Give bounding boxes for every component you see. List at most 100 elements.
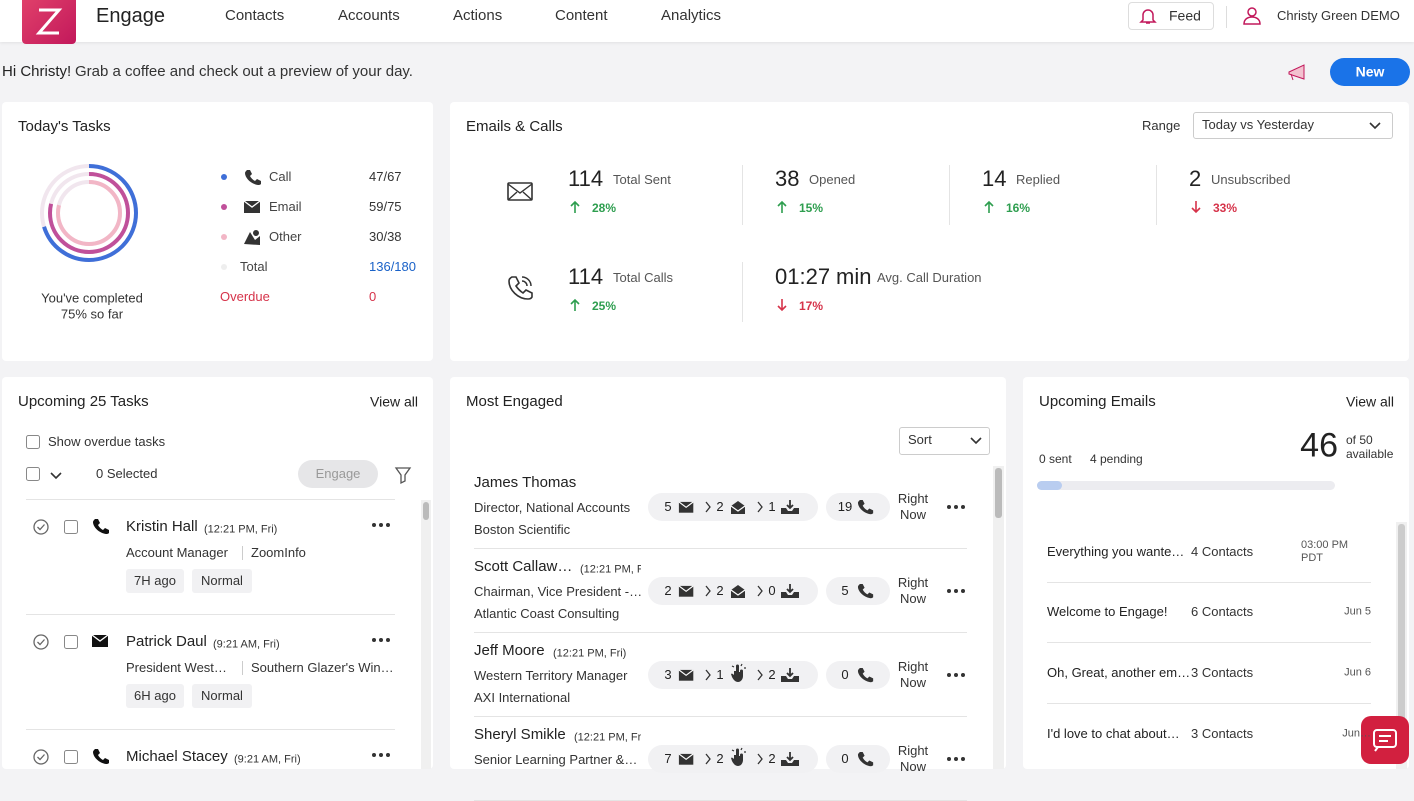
more-button-part — [372, 638, 376, 642]
user-name[interactable]: Christy Green DEMO — [1277, 8, 1400, 24]
most-engaged-card — [450, 377, 1006, 769]
ring-progress — [40, 164, 138, 262]
chevron-icon — [1369, 122, 1381, 130]
nav-link[interactable]: Accounts — [338, 7, 400, 24]
email-icon-part — [678, 753, 694, 760]
view-all-link[interactable]: View all — [1346, 393, 1394, 410]
replied-icon-part — [786, 500, 794, 510]
task-name[interactable]: Michael Stacey — [126, 748, 228, 765]
range-select[interactable] — [1193, 112, 1393, 139]
replied-icon-part — [786, 668, 794, 678]
email-subject[interactable]: I'd love to chat about… — [1047, 726, 1180, 742]
email-icon-part — [678, 501, 694, 508]
chat-button[interactable] — [1361, 716, 1409, 764]
task-name[interactable]: Kristin Hall — [126, 518, 198, 535]
more-button — [947, 505, 965, 509]
phone-icon-part — [858, 668, 874, 683]
engage-label[interactable]: Engage — [315, 466, 361, 482]
replied-icon — [781, 500, 799, 514]
email-icon-part — [678, 669, 694, 681]
opened-icon-part — [731, 501, 745, 514]
opened-icon-part — [730, 505, 746, 512]
last-active: Right Now — [897, 491, 929, 522]
view-all-link[interactable]: View all — [370, 393, 418, 410]
more-button-part — [386, 523, 390, 527]
email-subject[interactable]: Welcome to Engage! — [1047, 604, 1168, 620]
calls-count: 5 — [841, 583, 849, 599]
phone-icon-part — [858, 500, 874, 515]
nav-link[interactable]: Actions — [453, 7, 503, 24]
checkbox — [64, 520, 78, 534]
checkbox-part — [64, 635, 78, 649]
email-subject[interactable]: Everything you wante… — [1047, 544, 1185, 560]
checkbox-part — [26, 435, 40, 449]
divider — [242, 661, 243, 675]
replied-icon — [781, 668, 799, 682]
task-company: Southern Glazer's Win… — [251, 660, 394, 676]
email-icon-part — [507, 183, 533, 201]
sent-count: 2 — [664, 583, 672, 599]
legend-label: Email — [269, 199, 302, 215]
scrollbar-thumb[interactable] — [1398, 524, 1405, 724]
nav-link[interactable]: Contacts — [225, 7, 285, 24]
email-icon — [91, 634, 109, 647]
email-icon-part — [507, 182, 533, 201]
total-label: Total — [240, 259, 268, 275]
engage-button[interactable] — [298, 460, 378, 488]
email-icon-part — [243, 200, 261, 208]
contact-name[interactable]: James Thomas — [474, 474, 577, 491]
progress-rings — [40, 164, 138, 262]
range-value[interactable]: Today vs Yesterday — [1202, 117, 1315, 133]
contact-name[interactable]: Scott Callaw… — [474, 558, 573, 575]
step-arrow-part — [705, 585, 711, 597]
phone-icon-part — [245, 170, 261, 185]
scrollbar-thumb[interactable] — [423, 502, 429, 520]
checkbox — [64, 750, 78, 764]
email-when: 03:00 PM PDT — [1301, 539, 1349, 564]
email-icon — [243, 200, 261, 213]
step-arrow — [705, 501, 711, 513]
trend-arrow-part — [570, 298, 580, 311]
new-button[interactable] — [1330, 58, 1410, 86]
new-label[interactable]: New — [1355, 63, 1385, 80]
tag-box — [126, 684, 184, 708]
trend-arrow-part — [777, 299, 787, 312]
task-role: Account Manager — [126, 545, 228, 561]
scrollbar-thumb[interactable] — [995, 468, 1002, 518]
nav-link[interactable]: Analytics — [661, 7, 722, 24]
replied-count: 2 — [768, 751, 776, 767]
more-button-part — [379, 638, 383, 642]
contact-name[interactable]: Jeff Moore — [474, 642, 545, 659]
logo[interactable] — [22, 0, 76, 44]
clicked-icon-part — [731, 747, 746, 753]
more-button-part — [947, 757, 951, 761]
task-name[interactable]: Patrick Daul — [126, 633, 207, 650]
more-button-part — [961, 673, 965, 677]
separator — [26, 614, 395, 615]
stat-value: 114 — [568, 165, 604, 191]
email-icon-part — [678, 585, 694, 597]
clicked-icon-part — [731, 663, 746, 669]
sort-label[interactable]: Sort — [908, 432, 932, 448]
call-icon-part — [521, 276, 532, 287]
nav-link[interactable]: Content — [555, 7, 608, 24]
overdue-value: 0 — [369, 289, 377, 305]
legend-dot-part — [221, 174, 227, 180]
sort-select[interactable] — [899, 427, 990, 455]
email-subject[interactable]: Oh, Great, another em… — [1047, 665, 1191, 681]
trend-arrow — [984, 200, 994, 213]
legend-dot-part — [221, 204, 227, 210]
stat-change: 17% — [799, 298, 824, 313]
brand: Engage — [96, 5, 165, 27]
replied-count: 0 — [768, 583, 776, 599]
contact-name[interactable]: Sheryl Smikle — [474, 726, 566, 743]
second-count: 1 — [716, 667, 724, 683]
second-count: 2 — [716, 499, 724, 515]
email-contacts: 3 Contacts — [1191, 726, 1254, 742]
sent-count: 3 — [664, 667, 672, 683]
legend-label: Other — [269, 229, 302, 245]
step-arrow — [757, 501, 763, 513]
step-arrow-part — [757, 753, 763, 765]
feed-label[interactable]: Feed — [1169, 7, 1201, 24]
divider — [742, 165, 743, 225]
